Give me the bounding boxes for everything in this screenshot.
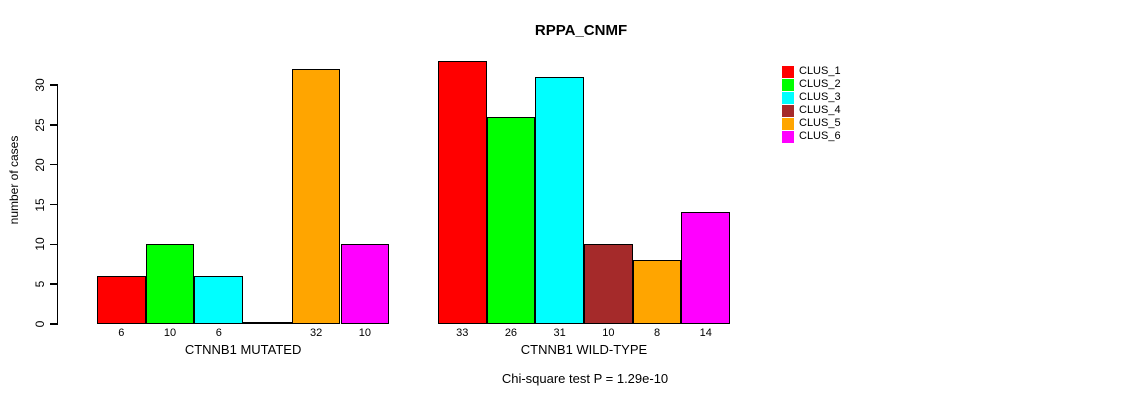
bar-clus-2: [145, 244, 195, 324]
y-tick-label: 30: [33, 78, 47, 92]
bar-clus-6: [340, 244, 390, 324]
legend-label: CLUS_3: [799, 91, 841, 103]
bar-clus-4: [584, 244, 633, 324]
legend-label: CLUS_2: [799, 78, 841, 90]
y-tick-label: 25: [33, 118, 47, 132]
bar-value-label: 14: [699, 326, 712, 339]
legend-swatch: [782, 131, 794, 143]
legend-swatch: [782, 118, 794, 130]
bar-clus-1: [437, 61, 487, 324]
y-tick: [50, 84, 58, 86]
y-tick-label: 20: [33, 157, 47, 172]
stat-annotation: Chi-square test P = 1.29e-10: [501, 371, 669, 386]
chart-title: RPPA_CNMF: [534, 22, 628, 39]
y-tick: [50, 124, 58, 126]
y-tick-label: 0: [33, 320, 47, 328]
y-tick: [50, 323, 58, 325]
bar-value-label: 10: [602, 326, 615, 339]
bar-value-label: 33: [456, 326, 469, 339]
bar-value-label: 6: [118, 326, 125, 339]
group-label: CTNNB1 WILD-TYPE: [520, 342, 648, 357]
legend-swatch: [782, 66, 794, 78]
bar-clus-3: [194, 276, 244, 324]
bar-clus-4-zero: [243, 322, 292, 324]
y-tick: [50, 283, 58, 285]
legend-swatch: [782, 92, 794, 104]
group-label: CTNNB1 MUTATED: [184, 342, 302, 357]
bar-value-label: 10: [358, 326, 371, 339]
y-axis-line: [56, 85, 59, 325]
bar-clus-2: [486, 116, 536, 324]
y-tick-label: 10: [33, 237, 47, 252]
bar-clus-1: [97, 276, 146, 324]
bar-value-label: 26: [504, 326, 518, 339]
legend-label: CLUS_5: [799, 117, 841, 129]
bar-value-label: 32: [310, 326, 323, 339]
y-tick: [50, 203, 58, 206]
y-tick: [50, 163, 58, 166]
bar-clus-3: [535, 77, 584, 324]
bar-value-label: 10: [163, 326, 177, 339]
y-tick: [50, 243, 58, 246]
legend-label: CLUS_6: [799, 130, 841, 142]
y-tick-label: 5: [33, 280, 47, 288]
bar-clus-5: [291, 69, 341, 324]
y-tick-label: 15: [33, 197, 47, 212]
legend-label: CLUS_4: [799, 104, 841, 116]
bar-clus-6: [681, 212, 731, 324]
y-axis-title: number of cases: [7, 135, 21, 225]
bar-value-label: 6: [215, 326, 222, 339]
legend-swatch: [782, 105, 794, 117]
legend-label: CLUS_1: [799, 65, 841, 77]
legend-swatch: [782, 79, 794, 91]
bar-value-label: 8: [653, 326, 661, 339]
bar-clus-5: [632, 260, 682, 324]
bar-value-label: 31: [553, 326, 566, 339]
